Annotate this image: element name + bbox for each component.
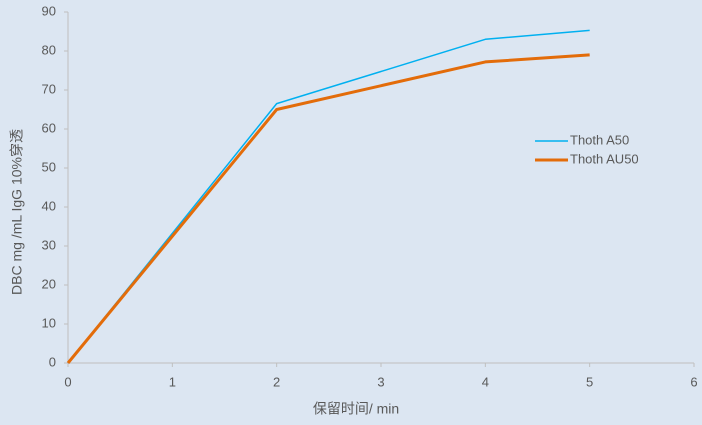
x-tick-label: 2 [273, 374, 280, 389]
y-axis-label: DBC mg /mL IgG 10%穿透 [9, 129, 25, 295]
y-tick-label: 10 [42, 315, 56, 330]
y-tick-label: 90 [42, 3, 56, 18]
y-tick-label: 80 [42, 42, 56, 57]
x-tick-label: 6 [690, 374, 697, 389]
x-tick-label: 3 [377, 374, 384, 389]
x-tick-label: 0 [64, 374, 71, 389]
x-tick-label: 4 [482, 374, 489, 389]
y-tick-label: 0 [49, 354, 56, 369]
legend-label: Thoth A50 [570, 132, 629, 147]
y-tick-label: 30 [42, 237, 56, 252]
x-tick-label: 1 [169, 374, 176, 389]
y-tick-label: 20 [42, 276, 56, 291]
legend-label: Thoth AU50 [570, 151, 639, 166]
y-tick-label: 40 [42, 198, 56, 213]
series-line [66, 53, 590, 364]
x-tick-label: 5 [586, 374, 593, 389]
x-axis-label: 保留时间/ min [313, 401, 399, 417]
series-line [67, 29, 590, 364]
y-tick-label: 70 [42, 81, 56, 96]
y-tick-label: 60 [42, 120, 56, 135]
y-tick-label: 50 [42, 159, 56, 174]
